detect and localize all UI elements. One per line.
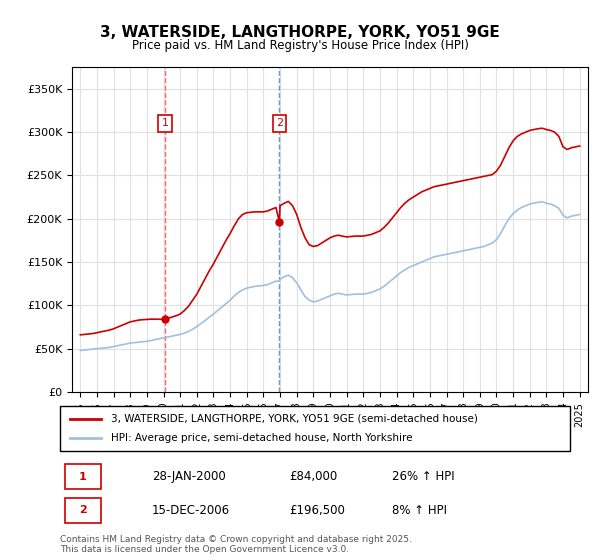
Text: 26% ↑ HPI: 26% ↑ HPI — [392, 470, 454, 483]
Text: Contains HM Land Registry data © Crown copyright and database right 2025.
This d: Contains HM Land Registry data © Crown c… — [60, 535, 412, 554]
FancyBboxPatch shape — [65, 497, 101, 523]
FancyBboxPatch shape — [60, 406, 570, 451]
Text: 2: 2 — [79, 505, 87, 515]
FancyBboxPatch shape — [65, 464, 101, 489]
Text: £84,000: £84,000 — [290, 470, 338, 483]
Text: 28-JAN-2000: 28-JAN-2000 — [152, 470, 226, 483]
Text: 1: 1 — [79, 472, 87, 482]
Text: 3, WATERSIDE, LANGTHORPE, YORK, YO51 9GE (semi-detached house): 3, WATERSIDE, LANGTHORPE, YORK, YO51 9GE… — [111, 413, 478, 423]
Text: Price paid vs. HM Land Registry's House Price Index (HPI): Price paid vs. HM Land Registry's House … — [131, 39, 469, 52]
Text: 15-DEC-2006: 15-DEC-2006 — [152, 504, 230, 517]
Text: 3, WATERSIDE, LANGTHORPE, YORK, YO51 9GE: 3, WATERSIDE, LANGTHORPE, YORK, YO51 9GE — [100, 25, 500, 40]
Text: £196,500: £196,500 — [290, 504, 346, 517]
Text: 2: 2 — [276, 119, 283, 128]
Text: 8% ↑ HPI: 8% ↑ HPI — [392, 504, 446, 517]
Text: 1: 1 — [161, 119, 169, 128]
Text: HPI: Average price, semi-detached house, North Yorkshire: HPI: Average price, semi-detached house,… — [111, 433, 413, 444]
